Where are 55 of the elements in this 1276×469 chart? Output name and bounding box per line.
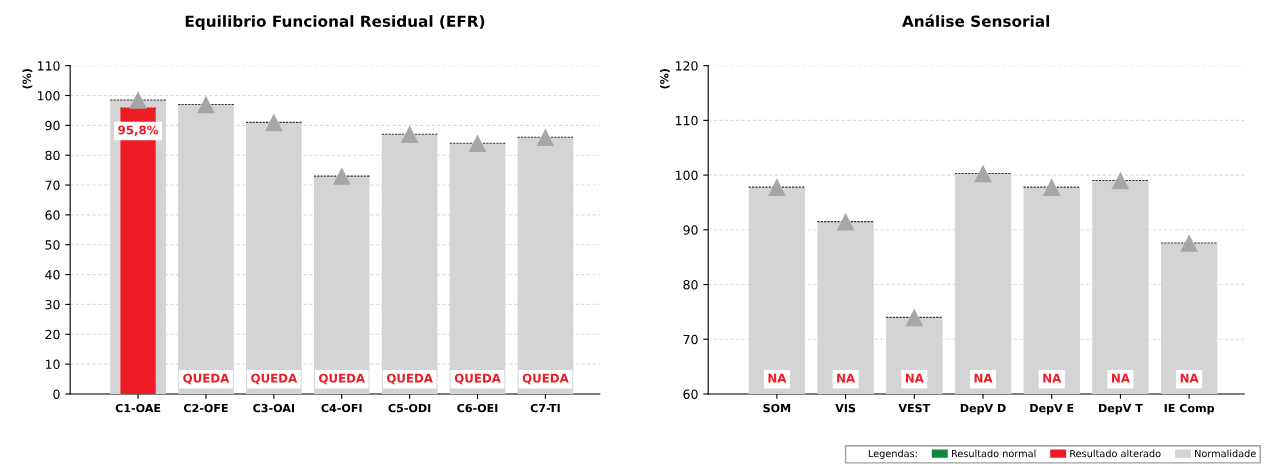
y-tick-label: 70 — [45, 180, 60, 190]
y-tick-label: 20 — [45, 329, 60, 340]
text: NA — [837, 373, 856, 383]
y-tick-label: 10 — [45, 359, 60, 370]
text: NA — [768, 373, 787, 383]
x-tick-label: DepV D — [960, 404, 1006, 415]
legend-title: Legendas: — [868, 449, 917, 460]
text: NA — [1043, 373, 1062, 383]
text: QUEDA — [183, 373, 230, 385]
text: QUEDA — [319, 373, 365, 385]
y-tick-label: 90 — [683, 225, 698, 235]
legend-label: Normalidade — [1195, 449, 1256, 458]
chart-title: Análise Sensorial — [902, 14, 1050, 27]
x-tick-label: C3-OAI — [253, 403, 295, 413]
text: NA — [1112, 373, 1130, 383]
y-tick-label: 120 — [675, 61, 698, 71]
x-tick-label: C5-ODI — [388, 403, 431, 413]
legend-label: Resultado alterado — [1070, 449, 1161, 458]
x-tick-label: C2-OFE — [183, 403, 228, 413]
x-tick-label: SOM — [763, 403, 791, 413]
legend-label: Resultado normal — [951, 449, 1036, 458]
text: QUEDA — [251, 373, 298, 385]
y-tick-label: 60 — [683, 389, 698, 399]
x-tick-label: DepV E — [1030, 404, 1074, 415]
x-tick-label: IE Comp — [1164, 403, 1215, 415]
x-tick-label: C1-OAE — [115, 403, 161, 413]
text: QUEDA — [386, 373, 433, 385]
text: NA — [905, 373, 924, 383]
x-tick-label: C4-OFI — [321, 403, 362, 413]
y-tick-label: 100 — [37, 90, 60, 101]
y-tick-label: 110 — [675, 115, 698, 126]
y-tick-label: 40 — [45, 270, 60, 280]
x-tick-label: DepV T — [1099, 404, 1143, 415]
x-tick-label: C7-TI — [530, 403, 560, 413]
y-tick-label: 80 — [45, 150, 60, 161]
text: QUEDA — [522, 373, 569, 385]
y-axis-title: (%) — [659, 69, 670, 89]
y-tick-label: 60 — [45, 210, 60, 220]
data-label: 95,8% — [118, 125, 159, 136]
y-tick-label: 90 — [45, 120, 60, 131]
text: NA — [974, 373, 993, 383]
y-tick-label: 50 — [45, 240, 60, 250]
x-tick-label: VIS — [835, 403, 856, 413]
chart-title: Equilibrio Funcional Residual (EFR) — [185, 15, 485, 30]
x-tick-label: C6-OEI — [457, 403, 498, 413]
y-axis-title: (%) — [22, 69, 33, 89]
y-tick-label: 70 — [683, 334, 698, 345]
y-tick-label: 30 — [45, 299, 60, 310]
y-tick-label: 0 — [53, 389, 60, 399]
text: NA — [1180, 373, 1199, 383]
y-tick-label: 80 — [683, 280, 698, 290]
text: QUEDA — [454, 373, 501, 385]
y-tick-label: 100 — [675, 170, 698, 181]
x-tick-label: VEST — [898, 403, 931, 413]
y-tick-label: 110 — [37, 61, 60, 71]
